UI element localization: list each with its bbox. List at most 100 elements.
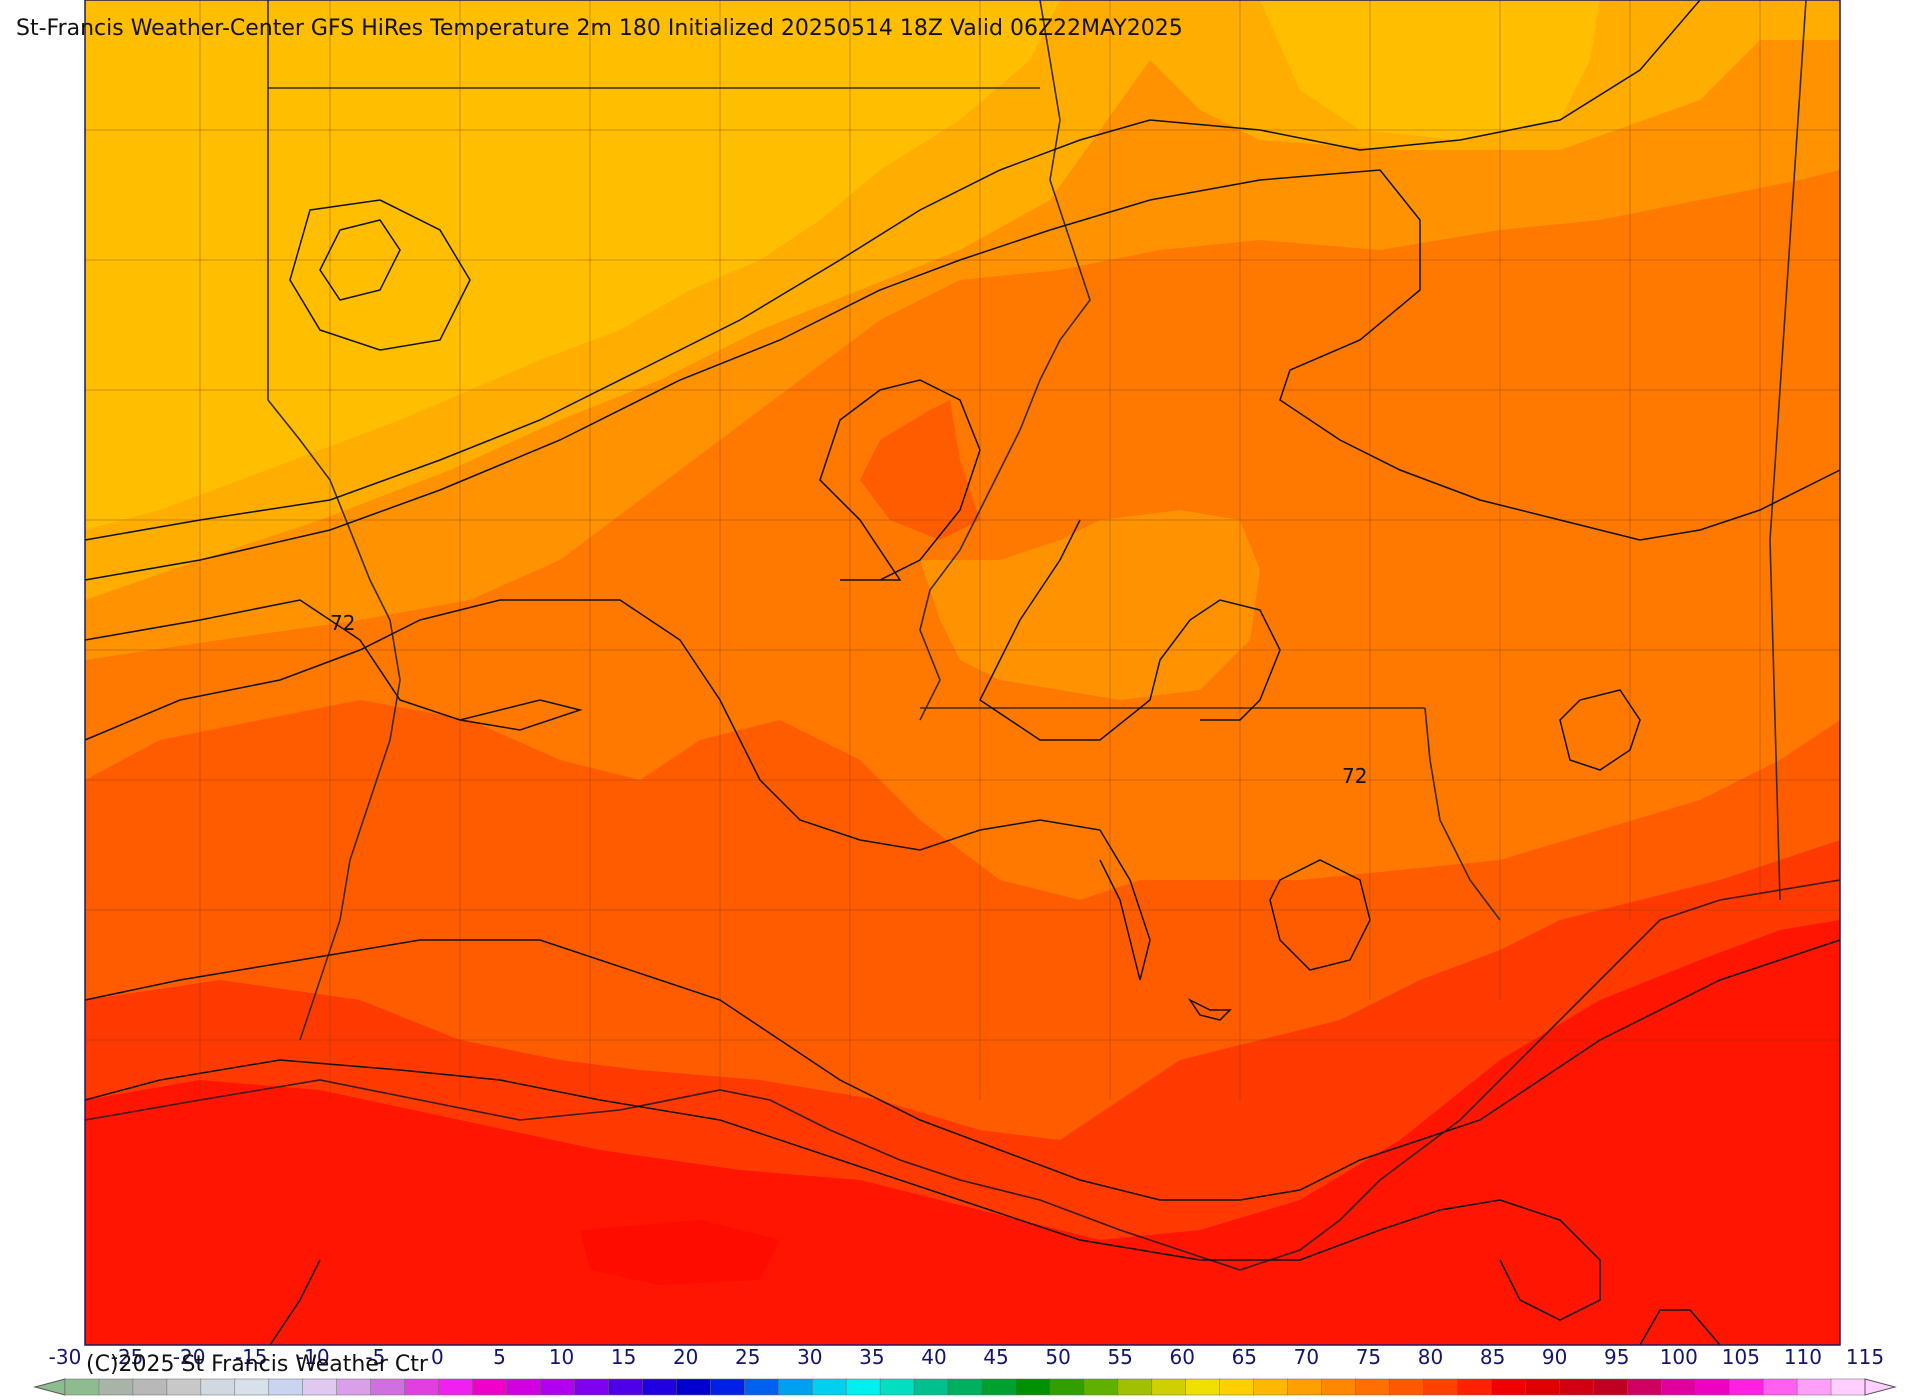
colorbar-tick-label: 105 bbox=[1721, 1345, 1760, 1369]
colorbar-swatch bbox=[234, 1378, 270, 1396]
colorbar-swatch bbox=[1253, 1378, 1289, 1396]
colorbar-swatch bbox=[913, 1378, 949, 1396]
colorbar-swatch bbox=[947, 1378, 983, 1396]
colorbar-swatch bbox=[777, 1378, 813, 1396]
colorbar-tick-label: 40 bbox=[921, 1345, 947, 1369]
colorbar-swatch bbox=[743, 1378, 779, 1396]
colorbar-swatch bbox=[1627, 1378, 1662, 1396]
colorbar-tick-label: 55 bbox=[1107, 1345, 1133, 1369]
colorbar-swatch bbox=[1355, 1378, 1391, 1396]
contour-label-east: 72 bbox=[1342, 764, 1367, 788]
shade-80-core bbox=[580, 1220, 780, 1285]
colorbar-tick-label: -25 bbox=[110, 1345, 144, 1369]
colorbar-swatch bbox=[302, 1378, 338, 1396]
colorbar-swatch bbox=[981, 1378, 1017, 1396]
colorbar-tick-label: 115 bbox=[1845, 1345, 1885, 1369]
colorbar-swatch bbox=[1457, 1378, 1493, 1396]
colorbar-swatch bbox=[574, 1378, 610, 1396]
contour-label-west: 72 bbox=[330, 611, 355, 635]
colorbar-tick-label: 95 bbox=[1603, 1345, 1630, 1369]
colorbar-tick-label: 65 bbox=[1231, 1345, 1258, 1369]
colorbar-tick-label: 45 bbox=[983, 1345, 1009, 1369]
colorbar-tick-label: 30 bbox=[797, 1345, 823, 1369]
colorbar-swatch bbox=[1049, 1378, 1085, 1396]
colorbar-swatch bbox=[1151, 1378, 1187, 1396]
colorbar-tick-label: 35 bbox=[859, 1345, 885, 1369]
shade-60-pocket bbox=[920, 510, 1260, 700]
river-west bbox=[267, 399, 401, 1041]
county-lines bbox=[85, 0, 1840, 1100]
colorbar-swatch bbox=[1015, 1378, 1051, 1396]
colorbar-tick-label: 0 bbox=[431, 1345, 444, 1369]
colorbar-swatch bbox=[1593, 1378, 1629, 1396]
colorbar-tick-label: 20 bbox=[672, 1345, 699, 1369]
shade-70-pocket bbox=[860, 400, 980, 540]
colorbar-tick-label: 25 bbox=[735, 1345, 761, 1369]
colorbar-swatch bbox=[1287, 1378, 1323, 1396]
colorbar-tick-label: -15 bbox=[234, 1345, 268, 1369]
colorbar-tick-label: 100 bbox=[1659, 1345, 1698, 1369]
colorbar-swatch bbox=[472, 1378, 508, 1396]
colorbar-swatch bbox=[336, 1378, 372, 1396]
colorbar-swatch bbox=[1830, 1378, 1866, 1396]
colorbar-swatch bbox=[370, 1378, 406, 1396]
colorbar-swatch bbox=[642, 1378, 678, 1396]
colorbar-tick-label: -20 bbox=[172, 1345, 206, 1369]
contours bbox=[84, 0, 1841, 1346]
colorbar-tick-label: 85 bbox=[1479, 1345, 1506, 1369]
colorbar-labels: -30 -25 -20 -15 -10 -5 0 5 10 15 20 25 30 35 40 45 50 55 6… bbox=[0, 1345, 1920, 1375]
colorbar-tick-label: 70 bbox=[1293, 1345, 1320, 1369]
colorbar-swatch bbox=[1694, 1378, 1730, 1396]
colorbar-tick-label: 50 bbox=[1045, 1345, 1071, 1369]
colorbar-swatch bbox=[98, 1378, 134, 1396]
shade-50-nw bbox=[85, 0, 1060, 530]
colorbar-tick-label: 110 bbox=[1783, 1345, 1823, 1369]
colorbar-swatch bbox=[879, 1378, 915, 1396]
colorbar-tick-label: -30 bbox=[48, 1345, 82, 1369]
colorbar-swatch bbox=[1389, 1378, 1425, 1396]
colorbar-min-arrow bbox=[33, 1378, 66, 1396]
colorbar-swatch bbox=[1559, 1378, 1595, 1396]
colorbar-tick-label: 10 bbox=[548, 1345, 575, 1369]
colorbar-tick-label: 15 bbox=[610, 1345, 637, 1369]
colorbar-swatch bbox=[676, 1378, 712, 1396]
colorbar-max-arrow bbox=[1864, 1378, 1897, 1396]
colorbar-swatch bbox=[268, 1378, 304, 1396]
map-title: St-Francis Weather-Center GFS HiRes Temp… bbox=[16, 16, 1183, 41]
colorbar-tick-label: -5 bbox=[365, 1345, 386, 1369]
colorbar-swatch bbox=[166, 1378, 202, 1396]
shade-80 bbox=[85, 920, 1840, 1345]
colorbar-swatch bbox=[506, 1378, 542, 1396]
colorbar-tick-label: 60 bbox=[1169, 1345, 1195, 1369]
colorbar-swatch bbox=[608, 1378, 644, 1396]
colorbar-swatch bbox=[200, 1378, 236, 1396]
colorbar-swatch bbox=[64, 1378, 100, 1396]
colorbar-swatch bbox=[1796, 1378, 1832, 1396]
colorbar-swatch bbox=[1491, 1378, 1527, 1396]
colorbar-swatch bbox=[1117, 1378, 1153, 1396]
colorbar-swatch bbox=[1762, 1378, 1798, 1396]
colorbar-tick-label: 90 bbox=[1541, 1345, 1568, 1369]
colorbar-swatch bbox=[438, 1378, 474, 1396]
colorbar-swatch bbox=[1185, 1378, 1221, 1396]
colorbar-swatch bbox=[404, 1378, 440, 1396]
colorbar-tick-label: -10 bbox=[296, 1345, 330, 1369]
colorbar-swatch bbox=[540, 1378, 576, 1396]
colorbar-tick-label: 5 bbox=[493, 1345, 506, 1369]
colorbar-swatch bbox=[1423, 1378, 1459, 1396]
colorbar bbox=[33, 1378, 1897, 1396]
colorbar-swatch bbox=[1219, 1378, 1255, 1396]
colorbar-swatch bbox=[811, 1378, 847, 1396]
colorbar-swatch bbox=[845, 1378, 881, 1396]
colorbar-tick-label: 80 bbox=[1417, 1345, 1444, 1369]
colorbar-swatch bbox=[1660, 1378, 1696, 1396]
colorbar-swatch bbox=[1083, 1378, 1119, 1396]
copyright-text: (C)2025 St Francis Weather Ctr bbox=[86, 1352, 428, 1377]
colorbar-tick-label: 75 bbox=[1355, 1345, 1382, 1369]
colorbar-swatch bbox=[132, 1378, 168, 1396]
colorbar-swatch bbox=[1728, 1378, 1764, 1396]
shade-50-ne bbox=[1260, 0, 1600, 140]
colorbar-swatch bbox=[710, 1378, 745, 1396]
state-borders bbox=[267, 0, 1807, 921]
